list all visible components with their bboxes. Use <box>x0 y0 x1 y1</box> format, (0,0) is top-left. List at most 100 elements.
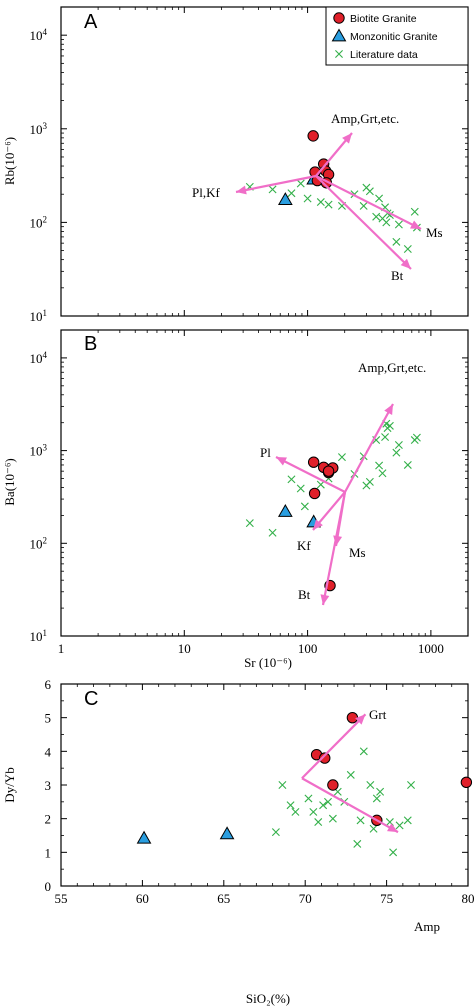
literature-data-point <box>245 519 254 528</box>
legend-entry: Monzonitic Granite <box>350 31 438 43</box>
literature-data-point <box>395 821 404 830</box>
vector-pl <box>275 456 346 493</box>
biotite-granite-point <box>460 776 473 789</box>
literature-data-point <box>316 198 325 207</box>
x-axis-label-c: SiO₂(%) <box>246 991 290 1006</box>
literature-data-point <box>304 794 313 803</box>
legend-entry: Literature data <box>350 49 418 61</box>
y-tick-label: 104 <box>30 350 48 366</box>
vector-grt-head <box>355 714 366 725</box>
literature-data-point <box>381 433 390 442</box>
literature-data-point <box>389 848 398 857</box>
literature-data-point <box>403 244 412 253</box>
annotation-ms: Ms <box>349 545 366 560</box>
literature-data-point <box>365 477 374 486</box>
literature-data-point <box>337 453 346 462</box>
x-axis-label-b: Sr (10⁻⁶) <box>244 655 292 670</box>
panel-label-c: C <box>84 688 98 710</box>
vector-ms <box>315 175 422 230</box>
y-tick-label: 103 <box>30 121 48 137</box>
panel-c: C 0 1 2 3 4 5 6 55 60 65 70 75 80 Dy/Yb SiO₂(%) Grt Amp <box>2 677 474 1006</box>
x-tick-label: 75 <box>380 891 393 906</box>
literature-data-point <box>376 787 385 796</box>
annotation-pl: Pl <box>260 445 271 460</box>
y-axis-label-c: Dy/Yb <box>2 767 17 802</box>
literature-data-point <box>366 781 375 789</box>
x-tick-label: 80 <box>462 891 474 906</box>
annotation-bt: Bt <box>298 587 311 602</box>
biotite-granite-point <box>307 456 320 468</box>
annotation-ms: Ms <box>426 225 443 240</box>
y-tick-label: 0 <box>45 879 52 894</box>
literature-data-point <box>372 212 381 221</box>
panel-label-a: A <box>84 11 98 33</box>
literature-data-point <box>286 801 295 810</box>
literature-data-point <box>268 185 277 194</box>
plot-frame <box>60 329 469 637</box>
vector-bt-head <box>320 594 330 605</box>
annotation-kf: Kf <box>297 538 311 553</box>
x-tick-label: 70 <box>299 891 312 906</box>
vector-bt-head <box>400 258 411 269</box>
panel-b: 101 102 103 104 1 10 100 1000 B Ba(10⁻⁶) Sr (10⁻⁶)… <box>2 329 469 670</box>
biotite-granite-point <box>307 130 319 142</box>
y-tick-label: 101 <box>30 628 48 644</box>
literature-data-point <box>382 218 391 227</box>
literature-data-point <box>378 469 387 478</box>
annotation-amp-grt: Amp,Grt,etc. <box>358 360 426 375</box>
vector-amp <box>301 777 399 834</box>
vector-amp-head <box>387 823 398 833</box>
legend-entry: Biotite Granite <box>350 13 417 25</box>
panel-a: 101 102 103 104 A Rb(10⁻⁶) Biotite Granite Monz… <box>2 6 469 324</box>
literature-data-point <box>392 448 401 457</box>
vector-bt <box>315 175 412 270</box>
y-tick-label: 6 <box>45 677 52 692</box>
literature-data-point <box>359 201 368 210</box>
literature-data-point <box>300 502 309 511</box>
x-tick-label: 65 <box>217 891 230 906</box>
biotite-granite-point <box>322 465 335 477</box>
annotation-amp-grt: Amp,Grt,etc. <box>331 111 399 126</box>
y-tick-label: 103 <box>30 443 48 459</box>
annotation-bt: Bt <box>391 268 404 283</box>
literature-data-point <box>407 781 416 789</box>
literature-data-point <box>346 770 355 779</box>
biotite-granite-point <box>333 12 345 24</box>
literature-data-point <box>268 528 277 537</box>
panel-label-b: B <box>84 333 97 355</box>
literature-data-point <box>372 794 381 803</box>
vector-pl-kf-head <box>236 185 247 195</box>
y-tick-label: 102 <box>30 214 48 230</box>
vector-grt <box>301 713 367 780</box>
literature-data-point <box>359 747 368 756</box>
biotite-granite-point <box>308 487 321 500</box>
vector-kf-head <box>313 519 323 530</box>
y-tick-label: 101 <box>30 308 48 324</box>
literature-data-point <box>394 220 403 229</box>
biotite-granite-point <box>319 752 331 764</box>
literature-data-point <box>394 440 403 449</box>
literature-data-point <box>278 781 287 789</box>
literature-data-point <box>287 189 296 198</box>
vector-pl-head <box>276 457 287 466</box>
x-tick-label: 1 <box>58 641 65 656</box>
literature-data-point <box>328 814 337 823</box>
literature-data-point <box>271 828 280 837</box>
legend: Biotite Granite Monzonitic Granite Literat… <box>325 6 469 66</box>
literature-data-point <box>319 801 328 810</box>
monzonitic-granite-point <box>331 28 347 42</box>
monzonitic-granite-point <box>136 830 152 844</box>
literature-data-point <box>403 816 412 825</box>
y-axis-label-b: Ba(10⁻⁶) <box>2 458 17 506</box>
x-tick-label: 10 <box>178 641 191 656</box>
x-tick-label: 55 <box>55 891 68 906</box>
literature-data-point <box>324 797 332 806</box>
plot-frame <box>60 6 469 317</box>
literature-data-point <box>353 839 362 848</box>
literature-data-point <box>335 50 343 58</box>
literature-data-point <box>296 179 305 188</box>
y-tick-label: 3 <box>45 778 52 793</box>
y-tick-label: 102 <box>30 535 48 551</box>
y-tick-label: 104 <box>30 27 48 43</box>
y-tick-label: 4 <box>45 744 52 759</box>
